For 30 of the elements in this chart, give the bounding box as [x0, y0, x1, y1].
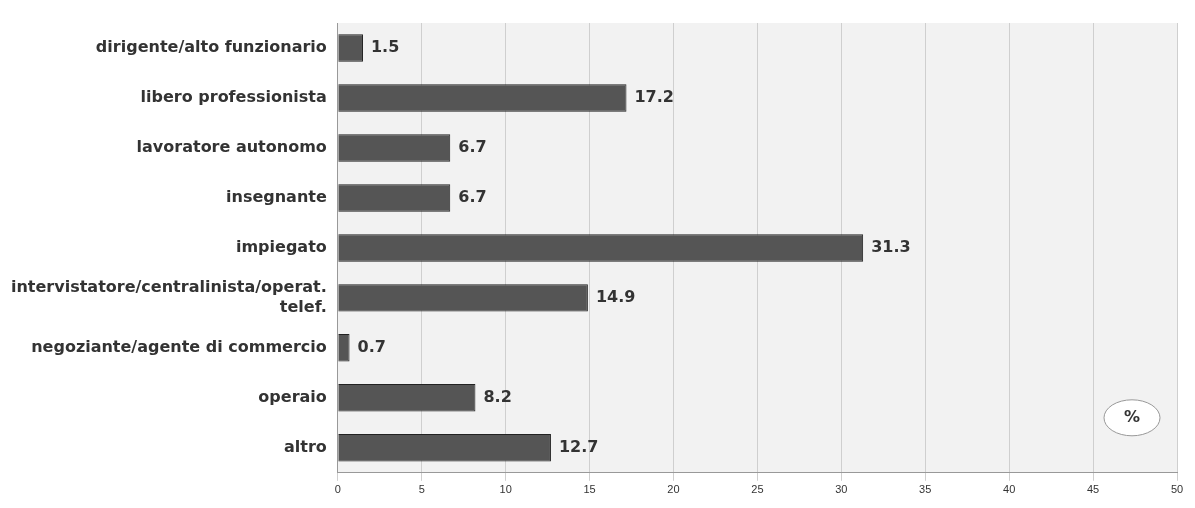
data-label: 14.9 — [595, 287, 636, 307]
x-tick-label: 0 — [334, 483, 341, 496]
x-tick-label: 45 — [1086, 483, 1100, 496]
y-tick-label: operaio — [258, 386, 327, 406]
data-label: 12.7 — [558, 436, 599, 456]
annotation: % — [1123, 406, 1141, 426]
data-label: 6.7 — [458, 187, 487, 207]
data-label: 8.2 — [483, 386, 512, 406]
x-tick-label: 15 — [583, 483, 596, 496]
y-tick-label: lavoratore autonomo — [136, 137, 327, 157]
y-tick-label: negoziante/agente di commercio — [31, 337, 327, 357]
y-tick-label: libero professionista — [140, 87, 327, 107]
y-tick-label: insegnante — [226, 187, 327, 207]
data-label: 17.2 — [634, 87, 674, 107]
data-label: 31.3 — [871, 237, 911, 257]
data-label: 0.7 — [357, 337, 386, 357]
x-tick-label: 5 — [418, 483, 425, 496]
data-label: 6.7 — [458, 137, 487, 157]
x-tick-label: 35 — [919, 483, 932, 496]
x-tick-label: 50 — [1170, 483, 1184, 496]
y-tick-label: altro — [283, 436, 327, 456]
data-label: 1.5 — [370, 37, 400, 57]
x-tick-label: 10 — [499, 483, 512, 496]
x-tick-label: 25 — [751, 483, 764, 496]
x-tick-label: 30 — [835, 483, 848, 496]
y-tick-label: impiegato — [235, 237, 327, 257]
x-tick-label: 20 — [667, 483, 680, 496]
y-tick-label: dirigente/alto funzionario — [95, 37, 327, 57]
y-tick-label: intervistatore/centralinista/operat. telef. — [10, 277, 327, 316]
x-tick-label: 40 — [1003, 483, 1016, 496]
